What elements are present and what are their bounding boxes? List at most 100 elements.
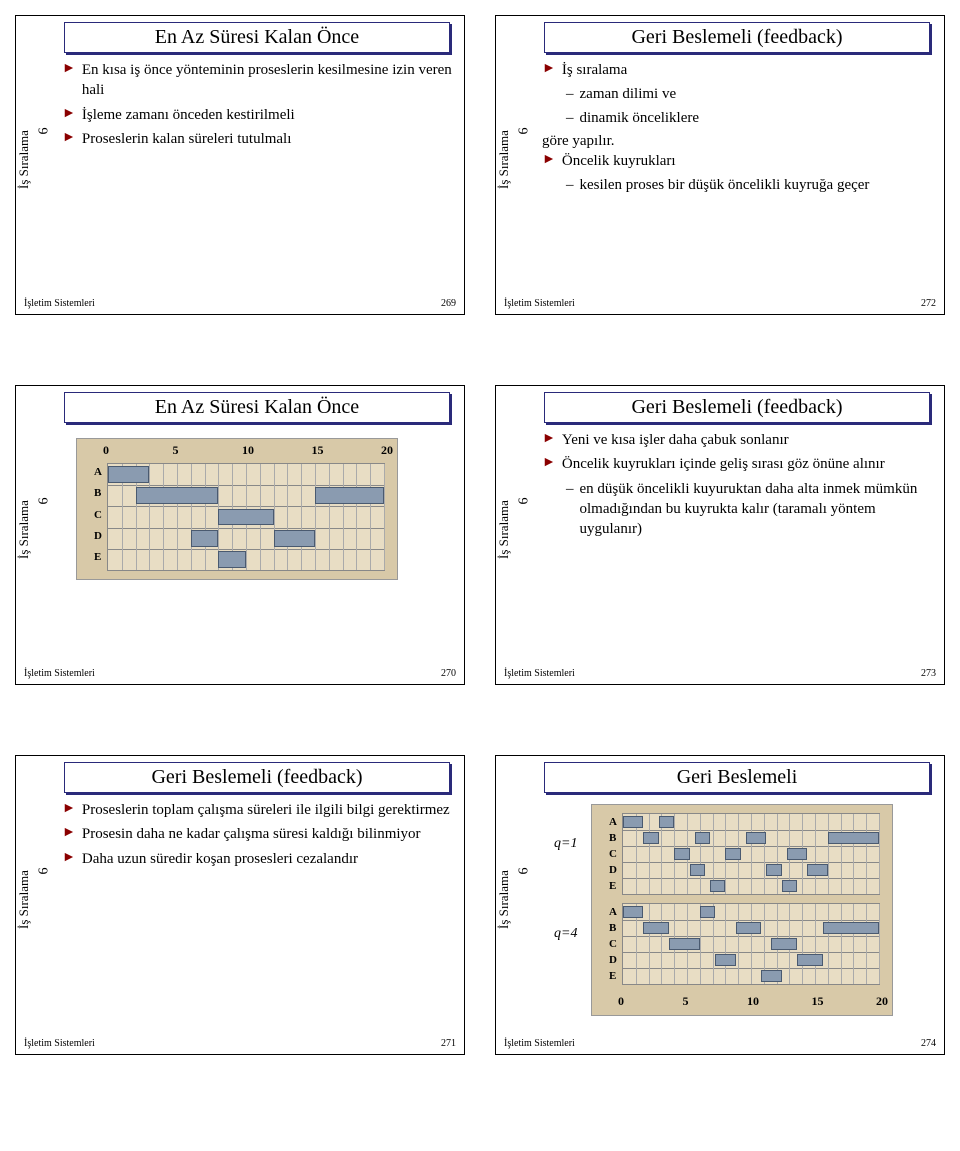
axis-label: 0: [618, 994, 624, 1009]
chart-bar: [623, 906, 643, 919]
chart-container: 05101520ABCDE: [76, 438, 398, 580]
chart-bar: [823, 922, 879, 935]
slide-title: Geri Beslemeli: [544, 762, 930, 793]
slide: İş Sıralama 6 Geri Beslemeli İşletim Sistem…: [495, 755, 945, 1055]
sidebar-label: İş Sıralama: [16, 500, 32, 559]
chart-bar: [690, 864, 705, 877]
chart-bar: [715, 954, 735, 967]
chart-row-label: A: [94, 466, 102, 478]
chart-bar: [725, 848, 740, 861]
slide-title: Geri Beslemeli (feedback): [64, 762, 450, 793]
bullet-text: dinamik önceliklere: [580, 108, 700, 128]
footer-page: 271: [441, 1038, 456, 1049]
bullet: ► Daha uzun süredir koşan prosesleri ceza…: [62, 849, 452, 869]
footer-page: 269: [441, 298, 456, 309]
axis-label: 20: [381, 443, 393, 458]
chart-row-label: E: [94, 551, 101, 563]
chart-bar: [761, 970, 781, 983]
slide-content: ►İş sıralama–zaman dilimi ve–dinamik önc…: [542, 60, 932, 199]
bullet-text: Öncelik kuyrukları içinde geliş sırası g…: [562, 454, 885, 474]
bullet-marker: ►: [542, 60, 556, 79]
bullet: ►İşleme zamanı önceden kestirilmeli: [62, 105, 452, 125]
chart-row-label: A: [609, 816, 617, 828]
bullet-marker: ►: [62, 129, 76, 148]
bullet-text: zaman dilimi ve: [580, 84, 677, 104]
chart-bar: [710, 880, 725, 893]
sidebar-number: 6: [37, 128, 53, 135]
bullet-text: Öncelik kuyrukları: [562, 151, 676, 171]
chart-bar: [787, 848, 807, 861]
chart-bar: [315, 487, 384, 504]
sidebar-label: İş Sıralama: [496, 500, 512, 559]
bullet: ►Proseslerin toplam çalışma süreleri ile…: [62, 800, 452, 820]
sidebar-number: 6: [517, 498, 533, 505]
gantt-chart: ABCDE: [107, 463, 385, 571]
slide-footer: İşletim Sistemleri269: [24, 298, 456, 309]
bullet-marker: ►: [62, 849, 76, 868]
chart-bar: [191, 530, 219, 547]
bullet-marker: –: [566, 479, 574, 499]
chart-bar: [736, 922, 762, 935]
bullet-text: Daha uzun süredir koşan prosesleri cezal…: [82, 849, 358, 869]
footer-left: İşletim Sistemleri: [504, 1038, 575, 1049]
axis-label: 20: [876, 994, 888, 1009]
slide-content: ►Yeni ve kısa işler daha çabuk sonlanır ►…: [542, 430, 932, 542]
bullet: ►Proseslerin kalan süreleri tutulmalı: [62, 129, 452, 149]
bullet: göre yapılır.: [542, 131, 932, 151]
bullet-marker: ►: [542, 151, 556, 170]
sidebar-number: 6: [37, 868, 53, 875]
axis-label: 5: [683, 994, 689, 1009]
bullet: ►Yeni ve kısa işler daha çabuk sonlanır: [542, 430, 932, 450]
bullet-text: Prosesin daha ne kadar çalışma süresi ka…: [82, 824, 421, 844]
chart-row-label: D: [609, 954, 617, 966]
chart-row-label: B: [609, 922, 616, 934]
bullet-text: En kısa iş önce yönteminin proseslerin k…: [82, 60, 452, 101]
chart-row-label: D: [94, 530, 102, 542]
bullet-text: en düşük öncelikli kuyuruktan daha alta …: [580, 479, 933, 540]
chart-bar: [669, 938, 700, 951]
bullet-marker: ►: [62, 800, 76, 819]
bullet-marker: ►: [542, 454, 556, 473]
slide-footer: İşletim Sistemleri273: [504, 668, 936, 679]
bullet-marker: –: [566, 84, 574, 104]
bullet: –dinamik önceliklere: [566, 108, 932, 128]
chart-row-label: A: [609, 906, 617, 918]
chart-container: ABCDEABCDE05101520: [591, 804, 893, 1016]
bullet-marker: –: [566, 175, 574, 195]
chart-bar: [218, 509, 273, 526]
bullet: ► Öncelik kuyrukları içinde geliş sırası …: [542, 454, 932, 474]
chart-bar: [828, 832, 879, 845]
bullet: ► Öncelik kuyrukları: [542, 151, 932, 171]
slide: İş Sıralama6Geri Beslemeli (feedback)İşl…: [495, 15, 945, 315]
chart-row-label: C: [609, 848, 617, 860]
footer-page: 272: [921, 298, 936, 309]
axis-label: 5: [173, 443, 179, 458]
chart-row-label: E: [609, 880, 616, 892]
axis-label: 15: [312, 443, 324, 458]
chart-bar: [136, 487, 219, 504]
slide-title: Geri Beslemeli (feedback): [544, 392, 930, 423]
chart-bar: [782, 880, 797, 893]
sidebar-number: 6: [517, 868, 533, 875]
chart-row-label: C: [609, 938, 617, 950]
slide-content: ►Proseslerin toplam çalışma süreleri ile…: [62, 800, 452, 873]
chart-bar: [695, 832, 710, 845]
slide-footer: İşletim Sistemleri270: [24, 668, 456, 679]
sidebar-label: İş Sıralama: [496, 870, 512, 929]
gantt-chart: ABCDE: [622, 903, 880, 985]
slide: İş Sıralama6Geri Beslemeli (feedback)İşl…: [15, 755, 465, 1055]
footer-left: İşletim Sistemleri: [504, 668, 575, 679]
sidebar-label: İş Sıralama: [496, 130, 512, 189]
slide-footer: İşletim Sistemleri272: [504, 298, 936, 309]
q-label: q=1: [554, 836, 577, 852]
slide-content: ► En kısa iş önce yönteminin proseslerin …: [62, 60, 452, 153]
chart-bar: [771, 938, 797, 951]
slide-title: Geri Beslemeli (feedback): [544, 22, 930, 53]
chart-row-label: D: [609, 864, 617, 876]
bullet: ►En kısa iş önce yönteminin proseslerin …: [62, 60, 452, 101]
footer-left: İşletim Sistemleri: [24, 1038, 95, 1049]
slide-footer: İşletim Sistemleri274: [504, 1038, 936, 1049]
bullet-text: İşleme zamanı önceden kestirilmeli: [82, 105, 295, 125]
chart-bar: [766, 864, 781, 877]
slide-title: En Az Süresi Kalan Önce: [64, 22, 450, 53]
